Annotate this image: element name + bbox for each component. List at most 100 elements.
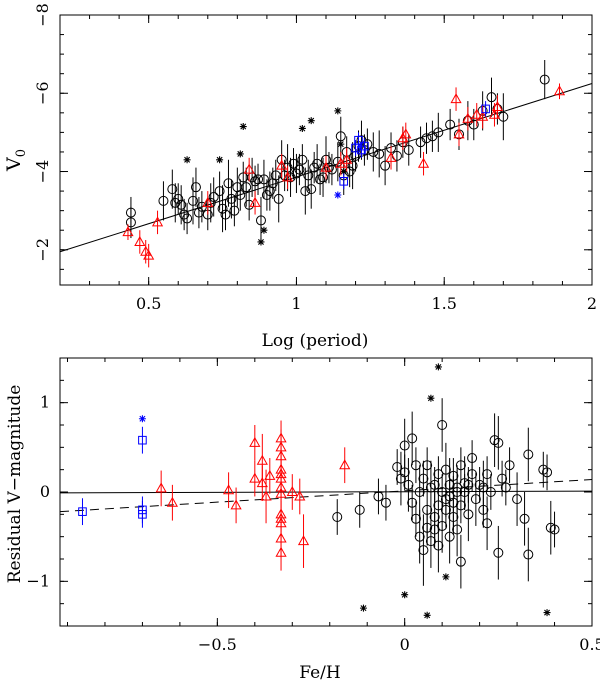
top-marker-circle [468,119,479,130]
top-marker-circle [226,193,237,204]
top-point-circle [253,163,264,195]
bottom-marker-triangle [230,499,242,510]
bottom-marker-circle [500,482,511,493]
bottom-marker-circle [444,531,455,542]
top-point-circle [380,146,391,186]
bottom-marker-circle [332,512,343,523]
bottom-marker-circle [429,479,440,490]
top-point-square [481,101,490,117]
top-point-circle [368,132,379,172]
bottom-marker-circle [455,556,466,567]
bottom-marker-circle [422,522,433,533]
top-point-star [216,156,224,164]
bottom-point-circle [437,398,448,452]
top-x-tick-label: 1.5 [431,294,456,313]
bottom-point-star [359,604,367,612]
top-point-triangle [122,224,134,240]
top-marker-circle [433,127,444,138]
top-marker-star [260,226,268,234]
bottom-point-circle [504,447,515,484]
bottom-marker-triangle [166,496,178,507]
bottom-point-circle [354,492,365,528]
top-point-circle [297,144,308,176]
bottom-marker-triangle [256,454,268,465]
top-point-circle [433,112,444,152]
bottom-point-triangle [256,433,268,488]
bottom-y-tick-label: −1 [26,571,50,590]
bottom-marker-circle [418,545,429,556]
bottom-point-square [138,500,147,528]
bottom-marker-triangle [222,484,235,495]
bottom-marker-triangle [264,469,276,480]
top-marker-circle [253,174,264,185]
top-y-axis-label: V0 [3,149,29,172]
bottom-marker-star [434,363,442,371]
bottom-point-circle [493,416,504,470]
svg-text:V0: V0 [3,149,29,172]
bottom-marker-circle [463,509,474,520]
top-point-star [334,191,342,199]
top-marker-circle [374,148,385,159]
top-marker-circle [326,164,337,175]
bottom-x-tick-label: 0.5 [579,635,600,654]
bottom-point-circle [418,514,429,586]
top-marker-circle [539,74,550,85]
top-marker-circle [294,164,305,175]
bottom-marker-circle [444,491,455,502]
top-marker-triangle [276,159,288,170]
top-marker-circle [258,174,269,185]
bottom-point-circle [418,460,429,497]
top-point-triangle [462,106,474,131]
top-point-triangle [320,155,332,180]
bottom-y-tick-label: 0 [40,482,50,501]
bottom-marker-star [359,604,367,612]
top-y-axis-label-main: V [3,157,25,172]
bottom-point-circle [482,496,493,551]
top-point-triangle [417,151,430,176]
top-point-circle [125,196,136,229]
bottom-marker-circle [504,460,515,471]
top-marker-circle [214,186,225,197]
top-point-circle [220,198,231,231]
top-y-tick-label: −4 [33,160,52,184]
bottom-x-tick-label: 0 [400,635,410,654]
top-point-triangle [151,210,164,235]
top-point-circle [214,171,225,211]
top-point-circle [300,167,311,215]
bottom-marker-circle [523,549,534,560]
top-point-star [307,117,315,125]
bottom-marker-triangle [249,436,261,447]
top-point-circle [374,130,385,178]
bottom-marker-star [442,573,450,581]
bottom-marker-circle [399,440,410,451]
bottom-point-circle [332,499,343,535]
bottom-marker-circle [422,460,433,471]
top-point-triangle [453,122,465,147]
bottom-marker-circle [403,479,414,490]
top-point-triangle [202,191,214,215]
bottom-y-axis-label: Residual V−magnitude [5,385,25,584]
bottom-x-tick-label: −0.5 [198,635,237,654]
bottom-marker-circle [452,524,463,535]
top-marker-circle [347,160,358,171]
top-marker-circle [208,191,219,202]
bottom-marker-circle [407,433,418,444]
top-point-circle [229,195,240,227]
top-point-triangle [400,122,412,147]
bottom-point-square [78,498,87,526]
top-x-tick-label: 2 [587,294,597,313]
top-marker-triangle [400,128,412,139]
top-marker-circle [241,182,252,193]
top-marker-circle [315,174,326,185]
bottom-marker-circle [354,504,365,515]
top-point-square [360,138,369,154]
top-point-circle [235,179,246,211]
bottom-marker-circle [414,531,425,542]
bottom-marker-triangle [260,490,272,501]
bottom-marker-circle [493,437,504,448]
bottom-x-axis-label: Fe/H [299,663,340,683]
top-point-triangle [281,165,294,190]
top-point-circle [326,153,337,186]
top-point-circle [347,142,358,190]
